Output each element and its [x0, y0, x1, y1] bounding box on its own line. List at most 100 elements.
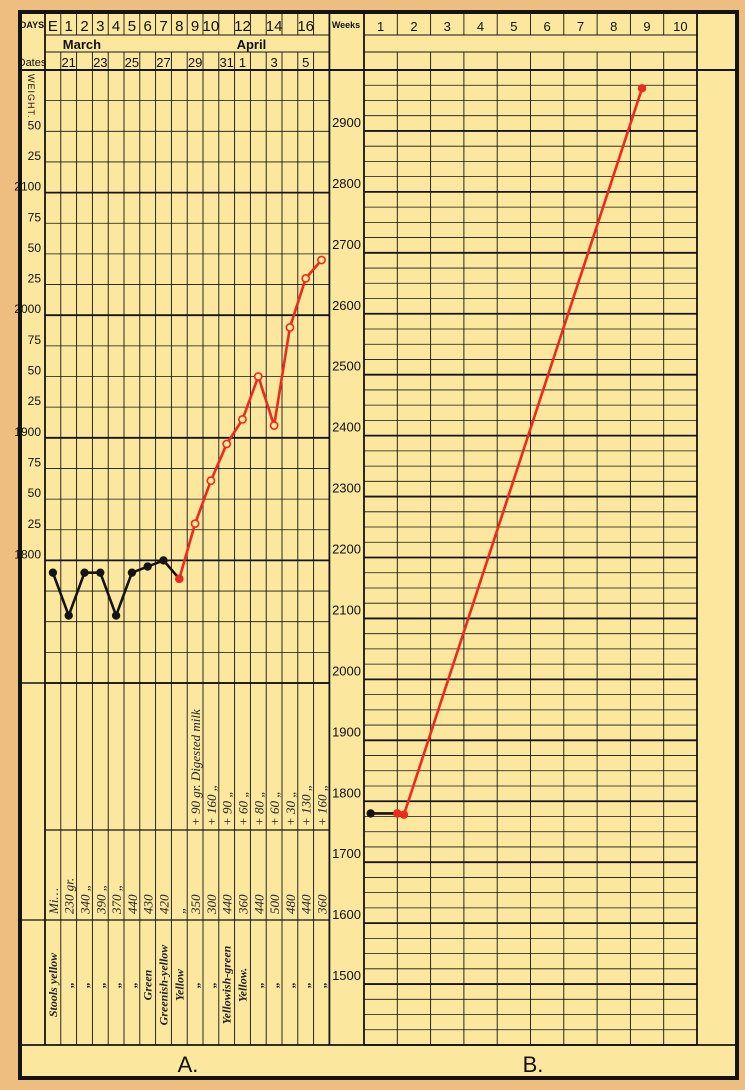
- sheet-frame: [18, 10, 739, 1080]
- date-label: 31: [219, 55, 233, 70]
- supplement-note: + 80 „: [251, 790, 266, 826]
- day-label: 12: [234, 18, 251, 35]
- data-point-b: [637, 84, 647, 93]
- y-tick-label-a: 25: [28, 517, 42, 531]
- y-tick-label-b: 2900: [332, 115, 361, 130]
- day-label: 4: [112, 18, 120, 35]
- date-label: 29: [188, 55, 202, 70]
- stool-note: „: [315, 982, 329, 988]
- data-point-a: [111, 611, 121, 620]
- y-tick-label-a: 50: [28, 118, 42, 132]
- milk-note: 390 „: [93, 884, 108, 915]
- supplement-note: + 130 „: [299, 784, 314, 826]
- milk-note: Mi…: [46, 888, 61, 915]
- stool-note: Yellow: [172, 968, 186, 1001]
- series-line-a-1: [178, 259, 323, 580]
- month-label: April: [237, 37, 267, 52]
- y-tick-label-b: 2600: [332, 298, 361, 313]
- dates-label: Dates: [18, 57, 47, 69]
- week-label: 5: [510, 19, 517, 34]
- data-point-b: [366, 809, 375, 818]
- weeks-label: Weeks: [332, 20, 360, 30]
- milk-note: 360: [236, 894, 251, 915]
- milk-note: 360: [315, 894, 330, 915]
- milk-note: 350: [188, 894, 203, 915]
- stool-note: Greenish-yellow: [157, 944, 171, 1026]
- y-tick-label-b: 2300: [332, 481, 361, 496]
- y-tick-label-a: 25: [28, 149, 42, 163]
- date-label: 23: [93, 55, 107, 70]
- y-tick-label-b: 2000: [332, 663, 361, 678]
- milk-note: 500: [267, 894, 282, 914]
- week-label: 4: [477, 19, 484, 34]
- data-point-a: [48, 568, 58, 577]
- stool-note: „: [283, 982, 297, 988]
- stool-note: Yellowish-green: [220, 945, 234, 1024]
- y-tick-label-a: 50: [28, 364, 42, 378]
- stool-note: „: [125, 982, 139, 988]
- week-label: 2: [410, 19, 417, 34]
- supplement-note: + 90 gr. Digested milk: [188, 709, 203, 826]
- date-label: 1: [239, 55, 246, 70]
- supplement-note: + 160 „: [204, 784, 219, 826]
- day-label: E: [48, 18, 58, 35]
- y-tick-label-b: 1500: [332, 968, 361, 983]
- stool-note: „: [93, 982, 107, 988]
- y-tick-label-a: 50: [28, 486, 42, 500]
- y-tick-label-b: 2200: [332, 542, 361, 557]
- stool-note: „: [267, 982, 281, 988]
- week-label: 1: [377, 19, 384, 34]
- y-tick-label-b: 1900: [332, 724, 361, 739]
- data-point-a: [159, 556, 168, 565]
- date-label: 3: [270, 55, 277, 70]
- data-point-a: [269, 421, 279, 430]
- data-point-a: [80, 568, 89, 577]
- y-tick-label-b: 2500: [332, 359, 361, 374]
- milk-note: 440: [251, 894, 266, 914]
- y-tick-label-a: 1900: [14, 425, 41, 439]
- y-tick-label-a: 75: [28, 210, 42, 224]
- milk-note: 440: [125, 894, 140, 914]
- y-tick-label-a: 75: [28, 333, 42, 347]
- day-label: 7: [159, 18, 167, 35]
- week-label: 6: [544, 19, 551, 34]
- data-point-a: [238, 415, 247, 424]
- milk-note: 440: [220, 894, 235, 914]
- y-tick-label-a: 25: [28, 272, 42, 286]
- week-label: 10: [673, 19, 687, 34]
- y-tick-label-a: 25: [28, 394, 42, 408]
- data-point-a: [190, 519, 200, 529]
- day-label: 5: [128, 18, 136, 35]
- stool-note: Green: [141, 969, 155, 1000]
- milk-note: 430: [141, 894, 156, 914]
- date-label: 21: [61, 55, 75, 70]
- day-label: 16: [297, 18, 314, 35]
- y-tick-label-a: 2000: [14, 302, 41, 316]
- data-point-b: [393, 809, 402, 818]
- data-point-a: [222, 439, 232, 449]
- week-label: 3: [444, 19, 451, 34]
- day-label: 9: [191, 18, 199, 35]
- date-label: 25: [125, 55, 139, 70]
- data-point-a: [206, 476, 216, 486]
- milk-note: 340 „: [78, 884, 93, 915]
- y-tick-label-b: 1600: [332, 907, 361, 922]
- data-point-a: [301, 274, 311, 283]
- data-point-a: [64, 611, 73, 620]
- stool-note: „: [188, 982, 202, 988]
- milk-note: 420: [157, 894, 172, 914]
- stool-note: „: [299, 982, 313, 988]
- y-tick-label-b: 1700: [332, 846, 361, 861]
- data-point-a: [317, 255, 326, 265]
- y-tick-label-a: 50: [28, 241, 42, 255]
- stool-note: „: [109, 982, 123, 988]
- y-tick-label-b: 1800: [332, 785, 361, 800]
- day-label: 2: [80, 18, 88, 35]
- data-point-b: [399, 810, 409, 819]
- y-tick-label-b: 2100: [332, 602, 361, 617]
- day-label: 1: [65, 18, 73, 35]
- day-label: 3: [96, 18, 104, 35]
- milk-note: 440: [299, 894, 314, 914]
- supplement-note: + 90 „: [220, 790, 235, 826]
